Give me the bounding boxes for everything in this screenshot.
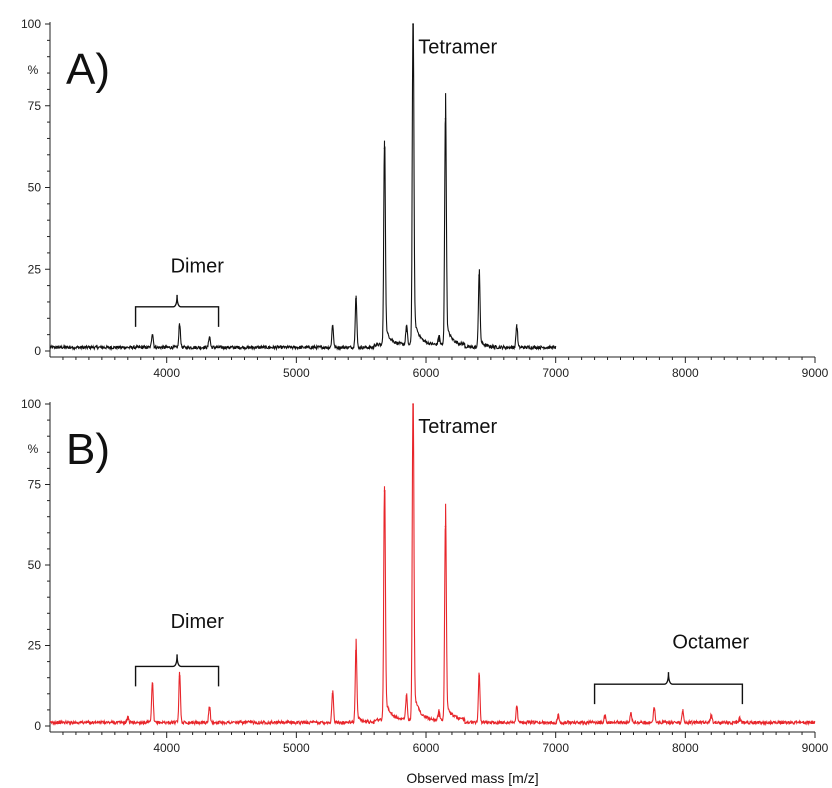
bracket-octamer xyxy=(593,672,744,705)
panel-label: A) xyxy=(66,45,110,94)
x-tick-label: 8000 xyxy=(672,366,699,380)
x-tick-label: 5000 xyxy=(283,741,310,755)
peak-point xyxy=(178,675,181,677)
y-axis-label: % xyxy=(28,63,39,77)
annotation-dimer: Dimer xyxy=(171,256,225,278)
x-tick-label: 4000 xyxy=(153,741,180,755)
peak-point xyxy=(478,675,480,677)
y-tick-label: 75 xyxy=(28,478,42,492)
peak-point xyxy=(438,715,440,718)
y-tick-label: 0 xyxy=(34,344,41,358)
peak-point xyxy=(412,403,414,405)
peak-point xyxy=(444,525,447,528)
x-tick-label: 6000 xyxy=(413,366,440,380)
y-tick-label: 100 xyxy=(21,397,41,411)
peak-point xyxy=(738,720,741,722)
annotation-tetramer: Tetramer xyxy=(418,416,497,438)
annotation-tetramer: Tetramer xyxy=(418,36,497,58)
x-tick-label: 9000 xyxy=(802,366,829,380)
bracket-dimer xyxy=(134,654,220,687)
peak-point xyxy=(557,717,560,719)
y-tick-label: 50 xyxy=(28,181,42,195)
panel-label: B) xyxy=(66,425,110,474)
peak-point xyxy=(515,327,518,329)
peak-point xyxy=(444,118,447,120)
x-tick-label: 5000 xyxy=(283,366,310,380)
peak-point xyxy=(178,325,181,328)
x-tick-label: 7000 xyxy=(542,366,569,380)
peak-point xyxy=(126,718,129,721)
peak-point xyxy=(478,274,480,277)
spectrum-trace xyxy=(49,23,557,352)
peak-point xyxy=(208,338,211,341)
peak-point xyxy=(630,713,632,716)
peak-point xyxy=(383,490,386,492)
peak-point xyxy=(710,717,713,719)
y-tick-label: 0 xyxy=(34,719,41,733)
peak-point xyxy=(604,717,606,719)
y-axis-label: % xyxy=(28,442,39,456)
x-tick-label: 8000 xyxy=(672,741,699,755)
y-tick-label: 50 xyxy=(28,558,42,572)
peak-point xyxy=(331,327,334,329)
y-tick-label: 100 xyxy=(21,17,41,31)
x-tick-label: 6000 xyxy=(413,741,440,755)
peak-point xyxy=(355,297,357,300)
panel-a: 0 25 50 75 100% 4000 5000 6000 7000 8000 9000 A) Tet… xyxy=(21,17,829,380)
panel-b: 0 25 50 75 100% 4000 5000 6000 7000 8000 9000 B) Tet… xyxy=(21,397,829,755)
peak-point xyxy=(405,699,408,702)
spectrum-trace xyxy=(49,403,816,727)
peak-point xyxy=(151,335,154,338)
x-tick-label: 7000 xyxy=(542,741,569,755)
peak-point xyxy=(405,330,408,333)
y-tick-label: 25 xyxy=(28,639,42,653)
peak-point xyxy=(438,340,440,342)
peak-point xyxy=(331,693,334,695)
peak-point xyxy=(681,712,684,714)
annotation-dimer: Dimer xyxy=(171,611,225,633)
peak-point xyxy=(653,709,656,711)
annotation-octamer: Octamer xyxy=(672,632,749,654)
y-tick-label: 25 xyxy=(28,262,42,276)
peak-point xyxy=(208,709,211,711)
peak-point xyxy=(151,684,154,687)
y-tick-label: 75 xyxy=(28,99,42,113)
x-tick-label: 9000 xyxy=(802,741,829,755)
x-tick-label: 4000 xyxy=(153,366,180,380)
bracket-dimer xyxy=(134,294,220,327)
peak-point xyxy=(412,23,414,25)
x-axis-title: Observed mass [m/z] xyxy=(406,770,538,786)
peak-point xyxy=(515,707,518,710)
peak-point xyxy=(383,147,386,150)
peak-point xyxy=(355,649,357,652)
